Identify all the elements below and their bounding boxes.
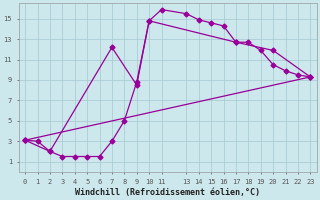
X-axis label: Windchill (Refroidissement éolien,°C): Windchill (Refroidissement éolien,°C) [75,188,260,197]
